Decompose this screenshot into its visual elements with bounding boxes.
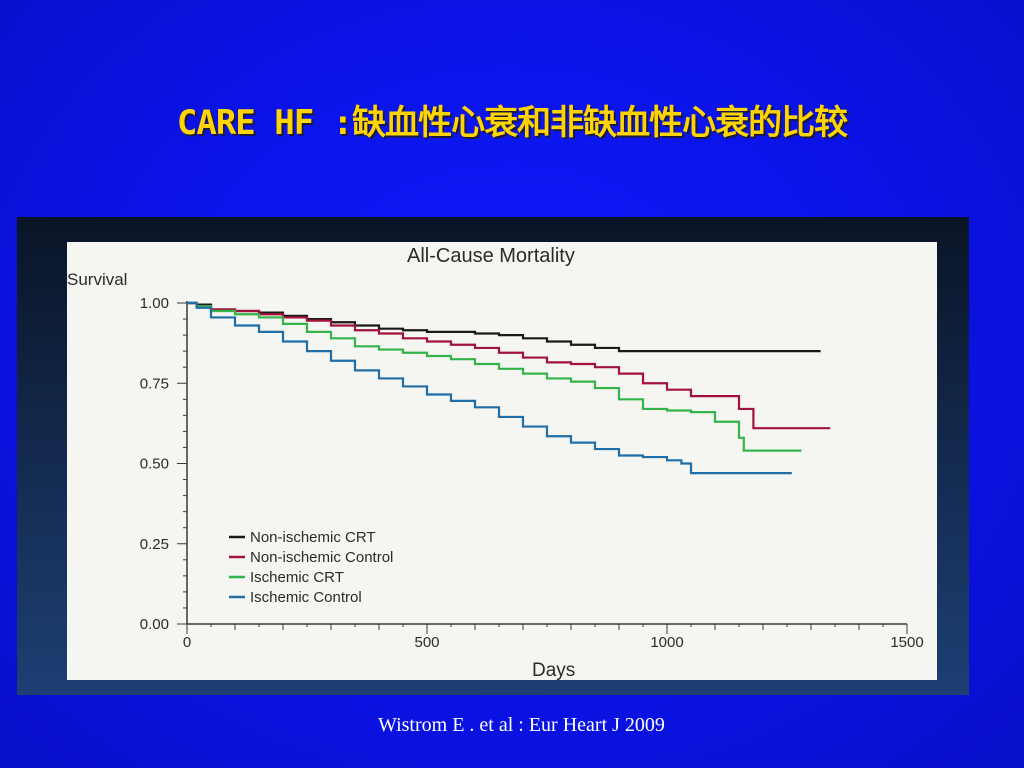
chart-panel: All-Cause Mortality Survival Days 0.00 0.…	[17, 217, 969, 695]
x-tick-label: 500	[414, 634, 439, 651]
x-tick-label: 1000	[650, 634, 683, 651]
slide-title: CARE HF :缺血性心衰和非缺血性心衰的比较	[176, 103, 848, 143]
series-lines	[187, 301, 831, 475]
y-tick-label: 0.00	[140, 616, 169, 633]
series-line-ischemic-control	[187, 301, 792, 475]
legend-label: Non-ischemic Control	[250, 549, 393, 566]
y-axis-label: Survival	[67, 270, 127, 289]
y-tick-label: 0.25	[140, 536, 169, 553]
chart-svg: All-Cause Mortality Survival Days 0.000.…	[67, 242, 937, 681]
legend-label: Ischemic Control	[250, 589, 362, 606]
chart-title: All-Cause Mortality	[407, 245, 575, 267]
y-tick-label: 0.75	[140, 375, 169, 392]
y-tick-label: 1.00	[140, 295, 169, 312]
axes: 0.00 0.25 0.50 0.75 1.00 0 500 1000 1500	[140, 295, 924, 651]
legend-label: Non-ischemic CRT	[250, 529, 376, 546]
legend: Non-ischemic CRT Non-ischemic Control Isch…	[229, 529, 393, 606]
series-line-non-ischemic-control	[187, 301, 831, 430]
citation: Wistrom E . et al : Eur Heart J 2009	[378, 714, 665, 736]
series-line-ischemic-crt	[187, 301, 802, 452]
x-tick-label: 1500	[890, 634, 923, 651]
y-tick-label: 0.50	[140, 456, 169, 473]
x-axis-label: Days	[532, 660, 575, 681]
legend-label: Ischemic CRT	[250, 569, 344, 586]
x-tick-label: 0	[183, 634, 191, 651]
